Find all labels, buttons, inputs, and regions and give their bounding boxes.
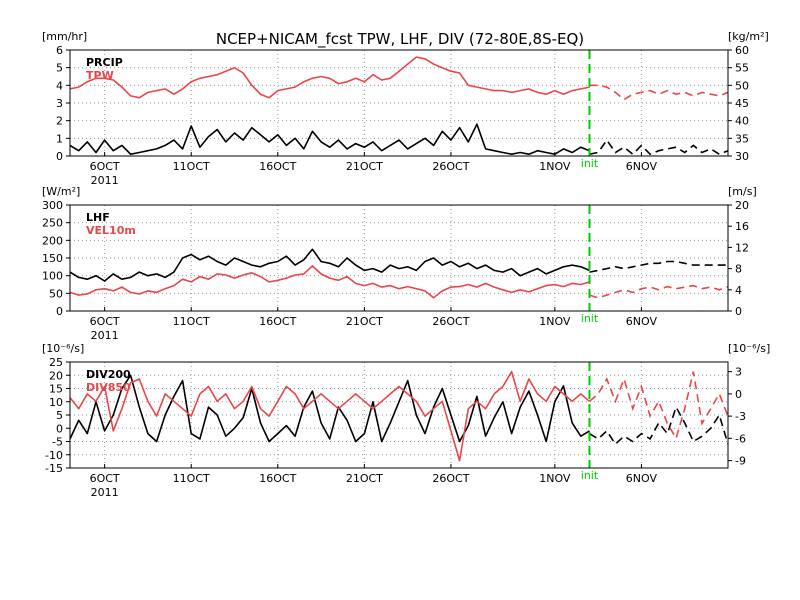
left-tick-label: -15 xyxy=(45,462,63,475)
right-tick-label: 45 xyxy=(735,97,749,110)
right-tick-label: 35 xyxy=(735,132,749,145)
panel-3: DIV200DIV850init-15-10-50510152025-9-6-3… xyxy=(42,342,770,499)
left-tick-label: 250 xyxy=(42,217,63,230)
left-tick-label: 3 xyxy=(56,97,63,110)
series-line-prcip xyxy=(69,123,590,155)
left-tick-label: 0 xyxy=(56,150,63,163)
left-tick-label: 2 xyxy=(56,115,63,128)
right-tick-label: 30 xyxy=(735,150,749,163)
x-tick-label: 11OCT xyxy=(173,160,210,173)
forecast-line-prcip xyxy=(589,138,729,156)
left-tick-label: 10 xyxy=(49,396,63,409)
init-label: init xyxy=(581,312,599,325)
right-tick-label: 50 xyxy=(735,79,749,92)
init-label: init xyxy=(581,469,599,482)
x-tick-label: 6NOV xyxy=(626,160,658,173)
series-line-div200 xyxy=(69,374,590,443)
left-tick-label: 200 xyxy=(42,234,63,247)
x-tick-label: 21OCT xyxy=(346,160,383,173)
x-tick-label: 6NOV xyxy=(626,472,658,485)
x-tick-label: 26OCT xyxy=(432,315,469,328)
init-label: init xyxy=(581,157,599,170)
left-tick-label: 0 xyxy=(56,305,63,318)
left-tick-label: 150 xyxy=(42,252,63,265)
legend-div850: DIV850 xyxy=(86,381,131,394)
left-tick-label: 5 xyxy=(56,409,63,422)
left-unit-label: [mm/hr] xyxy=(42,30,87,43)
left-tick-label: 5 xyxy=(56,62,63,75)
right-tick-label: 0 xyxy=(735,305,742,318)
right-tick-label: 0 xyxy=(735,388,742,401)
x-tick-label: 26OCT xyxy=(432,472,469,485)
x-tick-label: 11OCT xyxy=(173,315,210,328)
series-line-vel10m xyxy=(69,265,590,299)
right-tick-label: 3 xyxy=(735,366,742,379)
forecast-line-lhf xyxy=(589,260,728,273)
x-tick-label: 21OCT xyxy=(346,472,383,485)
right-unit-label: [10⁻⁶/s] xyxy=(728,342,770,355)
left-tick-label: 15 xyxy=(49,383,63,396)
legend-div200: DIV200 xyxy=(86,368,131,381)
chart-panels: PRCIPTPWinit012345630354045505560[mm/hr]… xyxy=(42,30,770,499)
left-tick-label: 50 xyxy=(49,287,63,300)
x-tick-label: 16OCT xyxy=(259,160,296,173)
forecast-line-div850 xyxy=(588,371,729,441)
legend-vel10m: VEL10m xyxy=(86,224,136,237)
right-tick-label: -9 xyxy=(735,455,746,468)
x-year-label: 2011 xyxy=(91,329,119,342)
x-tick-label: 6OCT xyxy=(90,160,120,173)
x-tick-label: 21OCT xyxy=(346,315,383,328)
right-tick-label: 4 xyxy=(735,284,742,297)
right-tick-label: 20 xyxy=(735,199,749,212)
x-tick-label: 1NOV xyxy=(539,160,571,173)
left-tick-label: -5 xyxy=(52,436,63,449)
left-tick-label: 25 xyxy=(49,356,63,369)
panel-1: PRCIPTPWinit012345630354045505560[mm/hr]… xyxy=(42,30,769,187)
x-year-label: 2011 xyxy=(91,486,119,499)
x-tick-label: 16OCT xyxy=(259,472,296,485)
forecast-line-vel10m xyxy=(589,284,729,299)
right-tick-label: 55 xyxy=(735,62,749,75)
right-tick-label: 16 xyxy=(735,220,749,233)
right-tick-label: 8 xyxy=(735,263,742,276)
legend-prcip: PRCIP xyxy=(86,56,123,69)
left-tick-label: 20 xyxy=(49,369,63,382)
chart-title: NCEP+NICAM_fcst TPW, LHF, DIV (72-80E,8S… xyxy=(216,30,584,49)
left-tick-label: 300 xyxy=(42,199,63,212)
left-tick-label: 100 xyxy=(42,270,63,283)
right-tick-label: -6 xyxy=(735,432,746,445)
left-tick-label: 1 xyxy=(56,132,63,145)
right-unit-label: [m/s] xyxy=(728,185,757,198)
x-tick-label: 16OCT xyxy=(259,315,296,328)
x-tick-label: 26OCT xyxy=(432,160,469,173)
left-tick-label: 0 xyxy=(56,422,63,435)
series-line-div850 xyxy=(69,370,591,462)
x-tick-label: 6NOV xyxy=(626,315,658,328)
right-tick-label: 60 xyxy=(735,44,749,57)
x-tick-label: 6OCT xyxy=(90,315,120,328)
legend-lhf: LHF xyxy=(86,211,110,224)
series-line-lhf xyxy=(69,248,590,282)
x-tick-label: 1NOV xyxy=(539,315,571,328)
left-unit-label: [W/m²] xyxy=(42,185,80,198)
right-unit-label: [kg/m²] xyxy=(728,30,769,43)
left-tick-label: -10 xyxy=(45,449,63,462)
forecast-line-div200 xyxy=(589,405,729,446)
x-tick-label: 6OCT xyxy=(90,472,120,485)
right-tick-label: 40 xyxy=(735,115,749,128)
left-unit-label: [10⁻⁶/s] xyxy=(42,342,84,355)
forecast-line-tpw xyxy=(589,84,729,101)
right-tick-label: -3 xyxy=(735,410,746,423)
right-tick-label: 12 xyxy=(735,241,749,254)
legend-tpw: TPW xyxy=(86,69,114,82)
left-tick-label: 4 xyxy=(56,79,63,92)
series-line-tpw xyxy=(69,56,590,99)
x-year-label: 2011 xyxy=(91,174,119,187)
left-tick-label: 6 xyxy=(56,44,63,57)
x-tick-label: 1NOV xyxy=(539,472,571,485)
x-tick-label: 11OCT xyxy=(173,472,210,485)
